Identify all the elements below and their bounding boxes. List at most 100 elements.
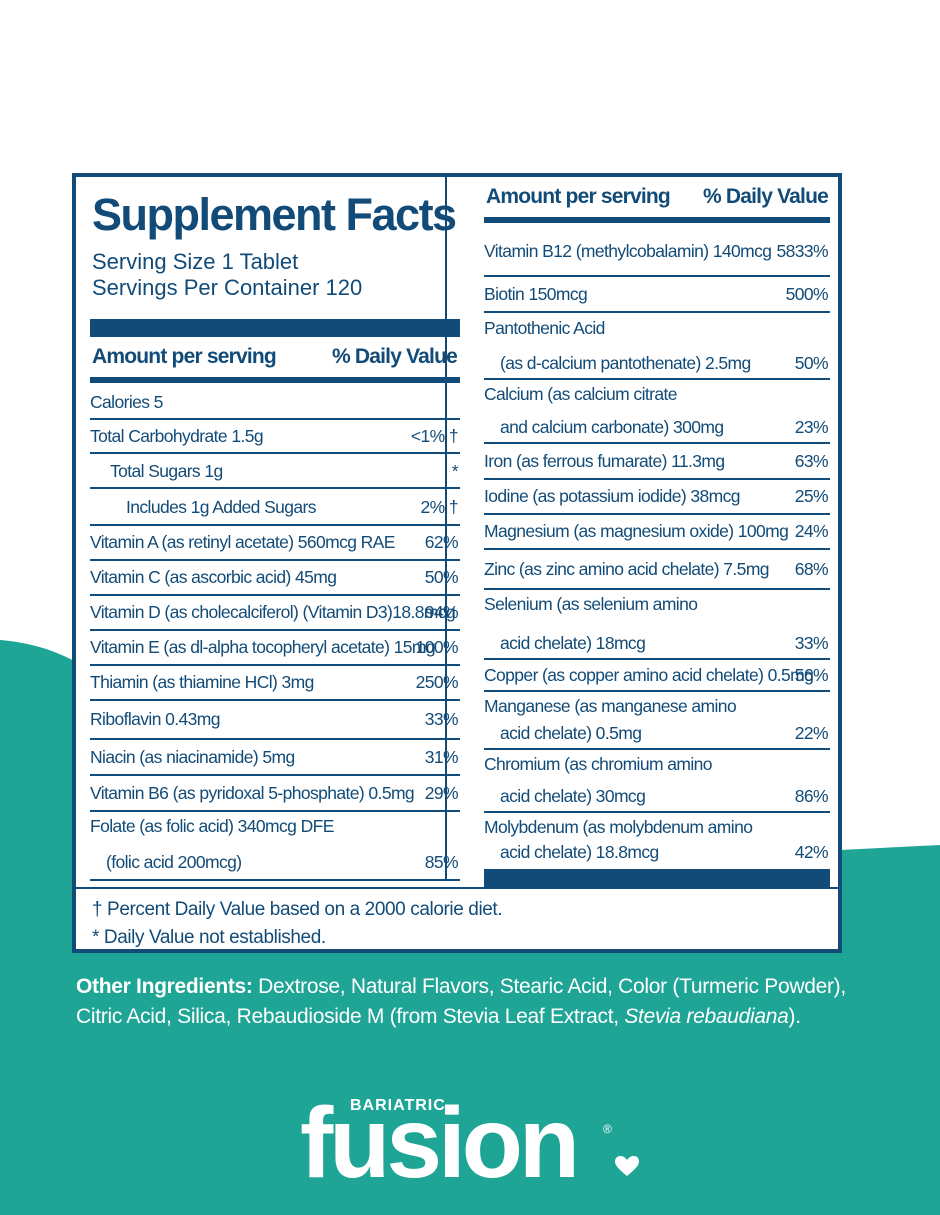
daily-value: 42%: [794, 842, 829, 862]
left-nutrient-row: Folate (as folic acid) 340mcg DFE (folic …: [90, 812, 460, 879]
brand-logo: fusion: [300, 1087, 580, 1199]
daily-value: 25%: [794, 486, 829, 506]
serving-size: Serving Size 1 Tablet: [92, 249, 299, 274]
other-ingredients-italic: Stevia rebaudiana: [624, 1005, 789, 1028]
nutrient-name: Niacin (as niacinamide) 5mg: [90, 746, 295, 767]
daily-value: 24%: [794, 521, 829, 541]
nutrient-name: Chromium (as chromium amino: [484, 754, 712, 774]
left-nutrient-row: Vitamin E (as dl-alpha tocopheryl acetat…: [90, 631, 460, 666]
nutrient-name-continued: acid chelate) 18.8mcg: [500, 842, 659, 862]
left-nutrient-row: Riboflavin 0.43mg 33%: [90, 701, 460, 740]
amount-header: Amount per serving: [486, 185, 671, 208]
daily-value: 50%: [424, 567, 459, 587]
nutrient-name-continued: acid chelate) 0.5mg: [500, 723, 642, 743]
nutrient-name: Manganese (as manganese amino: [484, 696, 737, 716]
nutrient-name-continued: acid chelate) 30mcg: [500, 786, 646, 806]
daily-value: 86%: [794, 786, 829, 806]
daily-value: 62%: [424, 532, 459, 552]
left-bottom-rule: [90, 879, 460, 881]
nutrient-name: Calories 5: [90, 392, 163, 412]
daily-value: 2% †: [420, 497, 459, 517]
nutrient-name: Iodine (as potassium iodide) 38mcg: [484, 486, 740, 506]
nutrient-name: Folate (as folic acid) 340mcg DFE: [90, 816, 334, 836]
nutrient-name: Total Sugars 1g: [110, 461, 223, 481]
heart-icon: [615, 1156, 639, 1176]
daily-value: 94%: [424, 602, 459, 622]
other-ingredients-end: ).: [788, 1005, 802, 1028]
nutrient-name: Vitamin A (as retinyl acetate) 560mcg RA…: [90, 532, 395, 552]
thick-bar-left: [90, 319, 460, 337]
column-divider: [445, 177, 447, 881]
daily-value: 56%: [794, 664, 829, 685]
daily-value: 29%: [424, 782, 459, 803]
left-header: Amount per serving % Daily Value: [92, 345, 458, 369]
nutrient-name: Selenium (as selenium amino: [484, 594, 698, 614]
nutrient-name: Pantothenic Acid: [484, 318, 605, 338]
left-nutrient-row: Vitamin A (as retinyl acetate) 560mcg RA…: [90, 526, 460, 561]
dv-header: % Daily Value: [702, 185, 829, 208]
right-nutrient-row: Copper (as copper amino acid chelate) 0.…: [484, 660, 830, 692]
right-header: Amount per serving % Daily Value: [486, 185, 829, 209]
medium-bar-right: [484, 217, 830, 223]
nutrient-name: Iron (as ferrous fumarate) 11.3mg: [484, 451, 725, 471]
daily-value: 100%: [415, 637, 459, 657]
thick-bar-right: [484, 869, 830, 887]
daily-value: 85%: [424, 852, 459, 872]
nutrient-name: Calcium (as calcium citrate: [484, 384, 677, 404]
nutrient-name-continued: acid chelate) 18mcg: [500, 633, 646, 653]
nutrient-name: Biotin 150mcg: [484, 284, 588, 304]
right-nutrient-row: Selenium (as selenium amino acid chelate)…: [484, 590, 830, 660]
daily-value: 33%: [424, 709, 459, 729]
nutrient-name-continued: and calcium carbonate) 300mg: [500, 417, 724, 437]
supplement-facts-panel: Supplement Facts Serving Size 1 Tablet S…: [72, 173, 842, 953]
left-nutrient-row: Total Carbohydrate 1.5g <1% †: [90, 421, 460, 454]
nutrient-name: Thiamin (as thiamine HCl) 3mg: [90, 672, 314, 692]
daily-value: 5833%: [776, 240, 829, 261]
nutrient-name: Vitamin B12 (methylcobalamin) 140mcg: [484, 240, 772, 261]
nutrient-name: Molybdenum (as molybdenum amino: [484, 817, 753, 837]
right-nutrient-row: Manganese (as manganese amino acid chelat…: [484, 692, 830, 750]
page-title: Supplement Facts: [92, 189, 457, 240]
daily-value: 250%: [415, 672, 459, 692]
nutrient-name: Riboflavin 0.43mg: [90, 709, 220, 729]
right-nutrient-row: Vitamin B12 (methylcobalamin) 140mcg 5833…: [484, 227, 830, 277]
brand-small-text: BARIATRIC: [350, 1097, 446, 1114]
daily-value: <1% †: [410, 426, 459, 446]
footnote-asterisk: * Daily Value not established.: [92, 927, 326, 948]
right-nutrient-row: Pantothenic Acid (as d-calcium pantothena…: [484, 314, 830, 380]
left-nutrient-row: Includes 1g Added Sugars 2% †: [90, 491, 460, 526]
nutrient-name: Copper (as copper amino acid chelate) 0.…: [484, 664, 814, 685]
daily-value: 63%: [794, 451, 829, 471]
right-nutrient-row: Iron (as ferrous fumarate) 11.3mg 63%: [484, 445, 830, 480]
right-nutrient-row: Magnesium (as magnesium oxide) 100mg 24%: [484, 515, 830, 550]
left-nutrient-row: Thiamin (as thiamine HCl) 3mg 250%: [90, 666, 460, 701]
daily-value: *: [451, 461, 459, 481]
nutrient-name: Vitamin D (as cholecalciferol) (Vitamin …: [90, 602, 456, 622]
other-ingredients: Other Ingredients: Dextrose, Natural Fla…: [76, 972, 876, 1032]
left-nutrient-row: Niacin (as niacinamide) 5mg 31%: [90, 740, 460, 776]
footnote-dagger: † Percent Daily Value based on a 2000 ca…: [92, 899, 503, 920]
left-nutrient-row: Total Sugars 1g *: [90, 456, 460, 489]
right-nutrient-row: Zinc (as zinc amino acid chelate) 7.5mg 6…: [484, 550, 830, 590]
left-nutrient-row: Vitamin C (as ascorbic acid) 45mg 50%: [90, 561, 460, 596]
nutrient-name: Vitamin C (as ascorbic acid) 45mg: [90, 567, 337, 587]
servings-per-container: Servings Per Container 120: [92, 275, 363, 300]
other-ingredients-text: Dextrose, Natural Flavors, Stearic Acid,…: [76, 975, 846, 1028]
nutrient-name-continued: (as d-calcium pantothenate) 2.5mg: [500, 353, 751, 373]
nutrient-name: Vitamin B6 (as pyridoxal 5-phosphate) 0.…: [90, 782, 415, 803]
footnote-rule: [76, 887, 838, 889]
daily-value: 33%: [794, 633, 829, 653]
other-ingredients-label: Other Ingredients:: [76, 975, 253, 998]
nutrient-name: Total Carbohydrate 1.5g: [90, 426, 264, 446]
nutrient-name-continued: (folic acid 200mcg): [106, 852, 242, 872]
left-nutrient-row: Vitamin D (as cholecalciferol) (Vitamin …: [90, 596, 460, 631]
right-nutrient-row: Calcium (as calcium citrate and calcium c…: [484, 380, 830, 444]
daily-value: 500%: [785, 284, 829, 304]
daily-value: 50%: [794, 353, 829, 373]
nutrient-name: Includes 1g Added Sugars: [126, 497, 317, 517]
right-nutrient-row: Biotin 150mcg 500%: [484, 278, 830, 313]
right-nutrient-row: Chromium (as chromium amino acid chelate)…: [484, 750, 830, 813]
daily-value: 31%: [424, 746, 459, 767]
left-nutrient-row: Calories 5: [90, 387, 460, 420]
nutrient-name: Zinc (as zinc amino acid chelate) 7.5mg: [484, 558, 770, 579]
